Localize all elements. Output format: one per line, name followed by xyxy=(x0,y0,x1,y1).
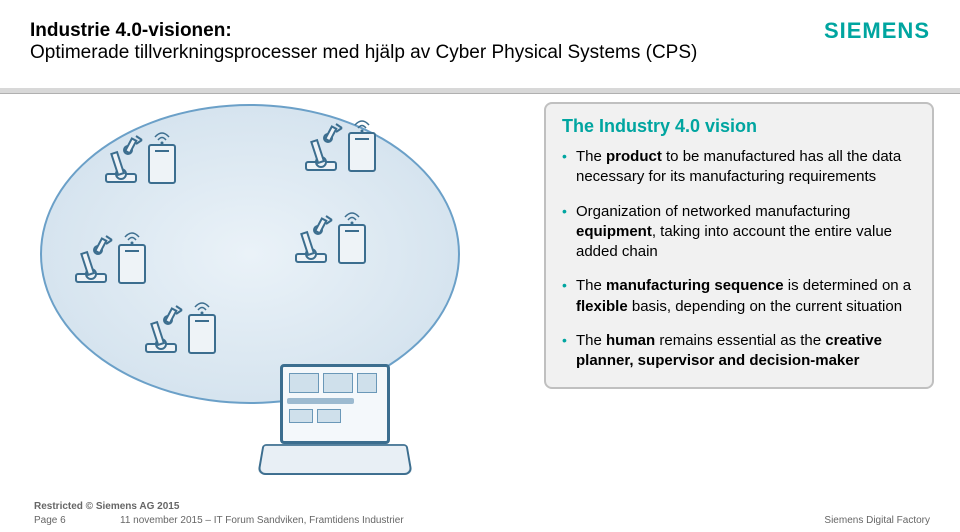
monitor-icon xyxy=(280,364,390,444)
wifi-icon xyxy=(154,130,170,146)
robot-arm-icon xyxy=(140,304,190,354)
tablet-icon xyxy=(338,224,366,264)
robot-arm-icon xyxy=(300,122,350,172)
robot-arm-icon xyxy=(290,214,340,264)
robot-arm-icon xyxy=(100,134,150,184)
vision-infobox: The Industry 4.0 vision The product to b… xyxy=(544,102,934,389)
footer-restricted: Restricted © Siemens AG 2015 xyxy=(34,501,179,512)
tablet-icon xyxy=(118,244,146,284)
wifi-icon xyxy=(354,118,370,134)
siemens-logo: SIEMENS xyxy=(824,18,930,44)
keyboard-icon xyxy=(257,444,413,475)
cps-diagram xyxy=(40,104,490,474)
infobox-title: The Industry 4.0 vision xyxy=(562,116,916,137)
infobox-bullet: Organization of networked manufacturing … xyxy=(562,202,916,263)
cps-node xyxy=(70,234,160,304)
infobox-bullet-list: The product to be manufactured has all t… xyxy=(562,147,916,371)
infobox-bullet: The human remains essential as the creat… xyxy=(562,331,916,372)
cps-node xyxy=(290,214,380,284)
robot-arm-icon xyxy=(70,234,120,284)
slide-footer: Restricted © Siemens AG 2015 Page 6 11 n… xyxy=(0,496,960,532)
slide-content: The Industry 4.0 vision The product to b… xyxy=(0,94,960,492)
cps-node xyxy=(140,304,230,374)
tablet-icon xyxy=(188,314,216,354)
tablet-icon xyxy=(348,132,376,172)
title-bold: Industrie 4.0-visionen: xyxy=(30,20,232,41)
footer-right: Siemens Digital Factory xyxy=(824,515,930,526)
footer-page: Page 6 xyxy=(34,515,66,526)
wifi-icon xyxy=(124,230,140,246)
title-line-1: Industrie 4.0-visionen: xyxy=(30,20,930,42)
tablet-icon xyxy=(148,144,176,184)
wifi-icon xyxy=(194,300,210,316)
infobox-bullet: The manufacturing sequence is determined… xyxy=(562,276,916,317)
footer-meta: 11 november 2015 – IT Forum Sandviken, F… xyxy=(120,515,404,526)
cps-node xyxy=(300,122,390,192)
cps-node xyxy=(100,134,190,204)
operator-terminal xyxy=(250,364,420,484)
wifi-icon xyxy=(344,210,360,226)
title-line-2: Optimerade tillverkningsprocesser med hj… xyxy=(30,42,930,64)
infobox-bullet: The product to be manufactured has all t… xyxy=(562,147,916,188)
slide-header: Industrie 4.0-visionen: Optimerade tillv… xyxy=(0,0,960,74)
